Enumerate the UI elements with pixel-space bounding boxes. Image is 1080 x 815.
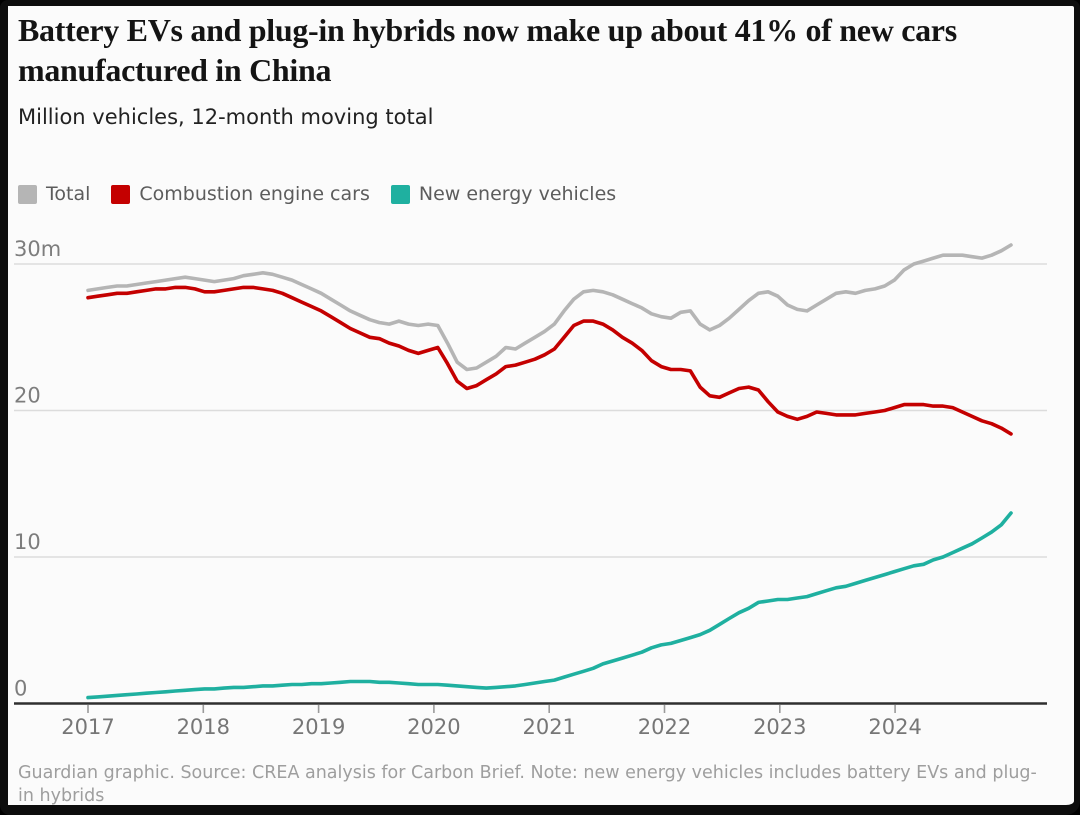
x-tick-label: 2018 <box>177 715 230 739</box>
x-tick-label: 2017 <box>61 715 114 739</box>
chart-subtitle: Million vehicles, 12-month moving total <box>18 105 434 129</box>
legend-label: New energy vehicles <box>418 183 617 205</box>
legend-swatch-icon <box>18 184 37 204</box>
source-note: Guardian graphic. Source: CREA analysis … <box>18 763 1037 806</box>
y-tick-label: 0 <box>14 677 27 701</box>
x-tick-label: 2022 <box>638 715 691 739</box>
x-tick-label: 2024 <box>868 715 921 739</box>
legend-item-1: Combustion engine cars <box>111 183 370 205</box>
legend-label: Combustion engine cars <box>139 183 370 205</box>
legend-swatch-icon <box>111 184 131 204</box>
x-tick-label: 2021 <box>522 715 575 739</box>
x-tick-label: 2019 <box>292 715 345 739</box>
series-line-total <box>86 243 1013 372</box>
legend-item-2: New energy vehicles <box>390 183 617 205</box>
legend-label: Total <box>46 183 91 205</box>
legend-swatch-icon <box>390 184 410 204</box>
y-tick-label: 10 <box>14 530 41 554</box>
legend: Total Combustion engine cars New energy ve… <box>18 183 616 205</box>
y-tick-label: 30m <box>14 237 61 261</box>
x-tick-label: 2023 <box>753 715 806 739</box>
legend-item-0: Total <box>18 183 90 205</box>
x-tick-label: 2020 <box>407 715 460 739</box>
series-line-new-energy-vehicles <box>86 511 1013 700</box>
series-line-combustion-engine-cars <box>86 285 1013 436</box>
y-tick-label: 20 <box>14 384 41 408</box>
chart-title: Battery EVs and plug-in hybrids now make… <box>18 12 957 88</box>
line-chart: 30m 20 10 0 2017 2018 2019 2020 2021 2022 2023 2024 <box>14 237 1047 739</box>
